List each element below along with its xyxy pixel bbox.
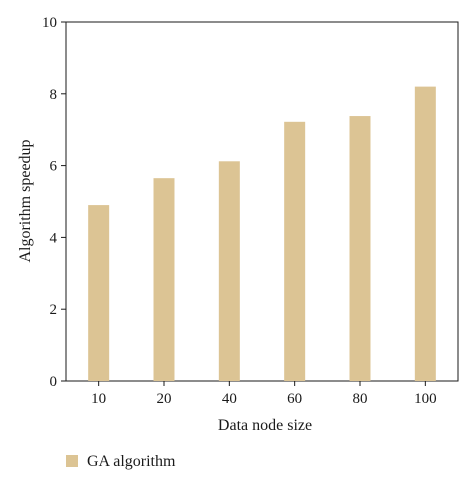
x-tick-label: 20 [157,391,172,407]
y-tick-label: 10 [42,15,57,31]
y-tick-label: 0 [50,374,58,390]
x-tick-label: 100 [414,391,437,407]
x-tick-label: 10 [91,391,106,407]
x-tick-label: 80 [353,391,368,407]
y-tick-label: 2 [50,302,58,318]
x-axis-ticks: 10 20 40 60 80 100 [91,381,437,407]
x-tick-label: 60 [287,391,302,407]
legend-swatch [66,455,78,467]
legend-label: GA algorithm [87,453,176,470]
plot-border [65,21,459,382]
y-tick-label: 8 [50,87,58,103]
plot-frame [65,21,459,382]
y-axis-title: Algorithm speedup [17,139,34,262]
bar [218,161,240,381]
bar [414,86,436,382]
y-axis-ticks: 0 2 4 6 8 10 [42,15,66,390]
bar [153,178,175,381]
bar [88,205,110,381]
legend: GA algorithm [66,453,176,470]
bars [88,86,436,382]
y-tick-label: 4 [50,230,58,246]
bar [284,121,306,381]
bar [349,116,371,382]
x-tick-label: 40 [222,391,237,407]
y-tick-label: 6 [50,159,58,175]
x-axis-title: Data node size [218,417,312,434]
